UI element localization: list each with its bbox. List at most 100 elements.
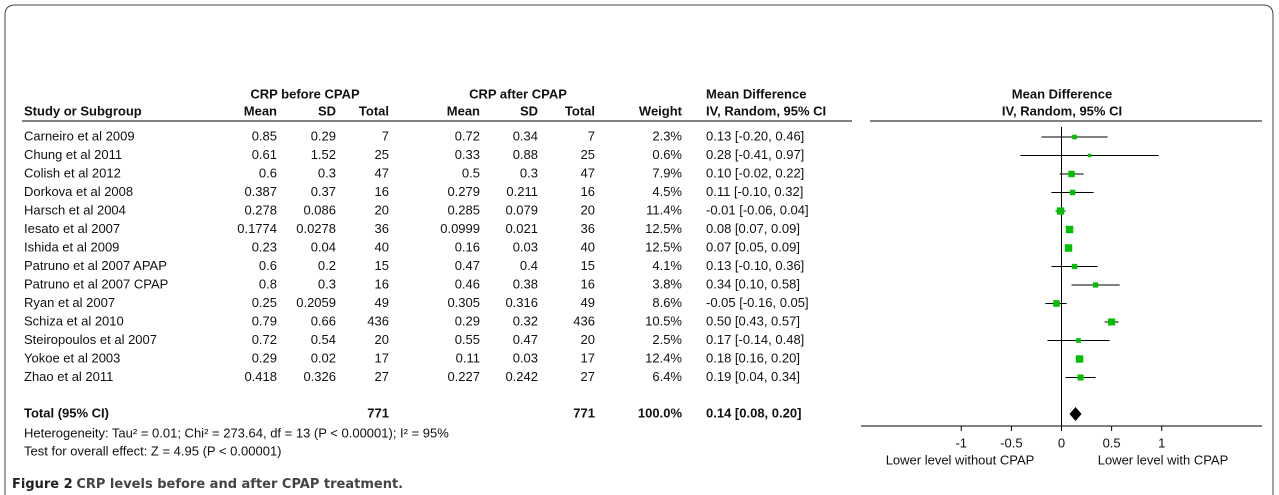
cell: 0.2	[318, 258, 336, 273]
cell: 17	[375, 350, 389, 365]
effect-label: 0.28 [-0.41, 0.97]	[706, 147, 804, 162]
effect-square	[1077, 374, 1084, 381]
cell: 0.23	[252, 239, 277, 254]
effect-label: -0.01 [-0.06, 0.04]	[706, 202, 809, 217]
study-name: Schiza et al 2010	[24, 313, 124, 328]
cell: 0.37	[311, 184, 336, 199]
study-name: Ishida et al 2009	[24, 239, 119, 254]
x-tick-label: -1	[955, 435, 967, 450]
effect-square	[1056, 207, 1065, 215]
effect-label: -0.05 [-0.16, 0.05]	[706, 295, 809, 310]
cell: 36	[375, 221, 389, 236]
cell: 0.33	[455, 147, 480, 162]
cell: 47	[581, 165, 595, 180]
caption-label: Figure 2	[12, 477, 73, 492]
cell: 0.0278	[296, 221, 336, 236]
total-cell: 771	[367, 405, 389, 420]
cell: 20	[581, 332, 595, 347]
cell: 0.29	[455, 313, 480, 328]
x-tick-label: 0.5	[1103, 435, 1121, 450]
cell: 0.66	[311, 313, 336, 328]
effect-label: 0.50 [0.43, 0.57]	[706, 313, 800, 328]
effect-label: 0.18 [0.16, 0.20]	[706, 350, 800, 365]
cell: 15	[581, 258, 595, 273]
study-name: Iesato et al 2007	[24, 221, 120, 236]
cell: 0.25	[252, 295, 277, 310]
cell: 0.3	[318, 276, 336, 291]
cell: 4.5%	[652, 184, 682, 199]
overall-effect: Test for overall effect: Z = 4.95 (P < 0…	[24, 443, 282, 458]
cell: 0.29	[311, 128, 336, 143]
total-cell: 100.0%	[638, 405, 683, 420]
cell: 0.227	[447, 369, 480, 384]
study-name: Zhao et al 2011	[24, 369, 113, 384]
forest-title: Mean Difference	[1012, 86, 1112, 101]
effect-label: 0.13 [-0.20, 0.46]	[706, 128, 804, 143]
cell: 0.1774	[237, 221, 277, 236]
study-name: Carneiro et al 2009	[24, 128, 135, 143]
forest-subtitle: IV, Random, 95% CI	[1002, 103, 1122, 118]
cell: 0.4	[520, 258, 538, 273]
cell: 0.72	[252, 332, 277, 347]
column-header: Mean	[447, 103, 480, 118]
x-tick-label: 0	[1058, 435, 1065, 450]
cell: 0.079	[505, 202, 538, 217]
effect-square	[1072, 134, 1077, 140]
effect-label: 0.10 [-0.02, 0.22]	[706, 165, 804, 180]
cell: 0.61	[252, 147, 277, 162]
cell: 12.4%	[645, 350, 682, 365]
cell: 40	[581, 239, 595, 254]
cell: 0.285	[447, 202, 480, 217]
cell: 7.9%	[652, 165, 682, 180]
cell: 20	[581, 202, 595, 217]
column-header: Total	[565, 103, 595, 118]
cell: 0.32	[513, 313, 538, 328]
cell: 47	[375, 165, 389, 180]
cell: 0.11	[456, 350, 480, 365]
cell: 0.29	[252, 350, 277, 365]
cell: 49	[581, 295, 595, 310]
column-header: Total	[359, 103, 389, 118]
column-header: Weight	[639, 103, 683, 118]
cell: 0.38	[513, 276, 538, 291]
cell: 0.85	[252, 128, 277, 143]
effect-square	[1076, 338, 1081, 343]
cell: 2.5%	[652, 332, 682, 347]
x-tick-label: -0.5	[1000, 435, 1022, 450]
effect-square	[1064, 244, 1073, 252]
caption: Figure 2 CRP levels before and after CPA…	[12, 475, 403, 491]
cell: 0.6	[259, 258, 277, 273]
cell: 16	[581, 276, 595, 291]
cell: 0.0999	[440, 221, 480, 236]
cell: 0.16	[455, 239, 480, 254]
cell: 0.04	[311, 239, 336, 254]
cell: 27	[581, 369, 595, 384]
cell: 0.02	[311, 350, 336, 365]
heterogeneity: Heterogeneity: Tau² = 0.01; Chi² = 273.6…	[24, 425, 449, 440]
x-tick-label: 1	[1158, 435, 1165, 450]
cell: 0.279	[447, 184, 480, 199]
cell: 0.242	[505, 369, 538, 384]
cell: 0.278	[244, 202, 277, 217]
cell: 0.305	[447, 295, 480, 310]
cell: 49	[375, 295, 389, 310]
cell: 8.6%	[652, 295, 682, 310]
cell: 0.5	[462, 165, 480, 180]
effect-square	[1069, 189, 1076, 196]
effect-square	[1068, 170, 1075, 178]
study-name: Ryan et al 2007	[24, 295, 115, 310]
column-header: IV, Random, 95% CI	[706, 103, 826, 118]
caption-text: CRP levels before and after CPAP treatme…	[76, 477, 403, 492]
cell: 16	[375, 276, 389, 291]
effect-square	[1092, 282, 1099, 288]
total-cell: 771	[573, 405, 595, 420]
cell: 0.316	[505, 295, 538, 310]
cell: 10.5%	[645, 313, 682, 328]
total-label: Total (95% CI)	[24, 405, 109, 420]
study-name: Harsch et al 2004	[24, 202, 126, 217]
cell: 17	[581, 350, 595, 365]
effect-label: 0.13 [-0.10, 0.36]	[706, 258, 804, 273]
column-header: Mean	[244, 103, 277, 118]
cell: 7	[382, 128, 389, 143]
